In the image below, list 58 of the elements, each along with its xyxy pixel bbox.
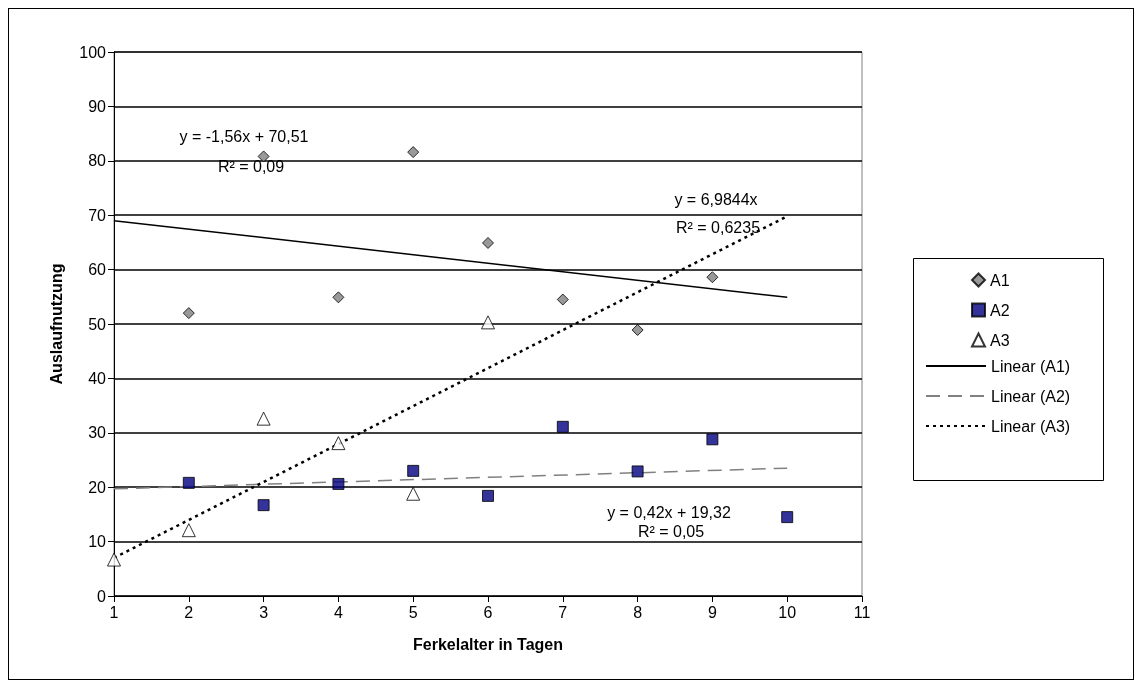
point xyxy=(706,433,719,446)
legend-label: A2 xyxy=(990,301,1010,319)
legend-label: Linear (A3) xyxy=(991,417,1071,435)
point xyxy=(631,323,644,336)
y-tick-label: 20 xyxy=(88,478,107,496)
x-tick-label: 11 xyxy=(853,603,871,621)
point xyxy=(781,511,794,524)
point xyxy=(257,499,270,512)
x-tick-label: 3 xyxy=(259,603,269,621)
annotation: y = 0,42x + 19,32 xyxy=(607,503,731,521)
annotation: R² = 0,05 xyxy=(637,522,705,540)
point xyxy=(181,523,196,538)
point xyxy=(706,271,719,284)
x-tick-label: 8 xyxy=(633,603,643,621)
y-tick-label: 80 xyxy=(88,152,107,170)
legend-label: Linear (A1) xyxy=(991,357,1071,375)
point xyxy=(107,552,121,567)
y-tick-label: 0 xyxy=(97,587,107,605)
point xyxy=(256,411,271,426)
x-axis-title: Ferkelalter in Tagen xyxy=(413,635,563,653)
x-tick-label: 6 xyxy=(483,603,493,621)
point xyxy=(331,436,346,451)
point xyxy=(631,465,644,478)
annotation: y = -1,56x + 70,51 xyxy=(179,127,309,145)
y-tick-label: 90 xyxy=(88,97,107,115)
y-tick-label: 60 xyxy=(88,261,107,279)
x-tick-label: 2 xyxy=(184,603,194,621)
x-tick-label: 4 xyxy=(333,603,343,621)
point xyxy=(182,476,195,489)
y-tick-label: 40 xyxy=(88,369,107,387)
point xyxy=(556,293,569,306)
annotation: R² = 0,09 xyxy=(217,157,285,175)
point xyxy=(407,146,420,159)
annotation: y = 6,9844x xyxy=(674,190,758,208)
point xyxy=(556,420,569,433)
x-tick-label: 1 xyxy=(109,603,119,621)
y-tick-label: 10 xyxy=(88,533,107,551)
point xyxy=(332,477,345,490)
y-tick-label: 100 xyxy=(79,43,107,61)
point xyxy=(481,315,495,330)
x-tick-label: 9 xyxy=(707,603,717,621)
point xyxy=(482,489,494,502)
x-tick-label: 5 xyxy=(408,603,418,621)
y-tick-label: 30 xyxy=(88,424,107,442)
annotation: R² = 0,6235 xyxy=(675,218,761,236)
y-tick-label: 50 xyxy=(88,315,107,333)
legend-label: A1 xyxy=(990,271,1010,289)
y-axis-title: Auslaufnutzung xyxy=(47,263,65,385)
x-tick-label: 10 xyxy=(778,603,797,621)
point xyxy=(332,291,345,304)
legend-label: A3 xyxy=(990,331,1010,349)
point xyxy=(406,486,421,501)
point xyxy=(182,307,195,320)
point xyxy=(482,236,494,249)
point xyxy=(407,464,420,477)
y-tick-label: 70 xyxy=(88,206,107,224)
x-tick-label: 7 xyxy=(558,603,568,621)
legend-label: Linear (A2) xyxy=(991,387,1071,405)
